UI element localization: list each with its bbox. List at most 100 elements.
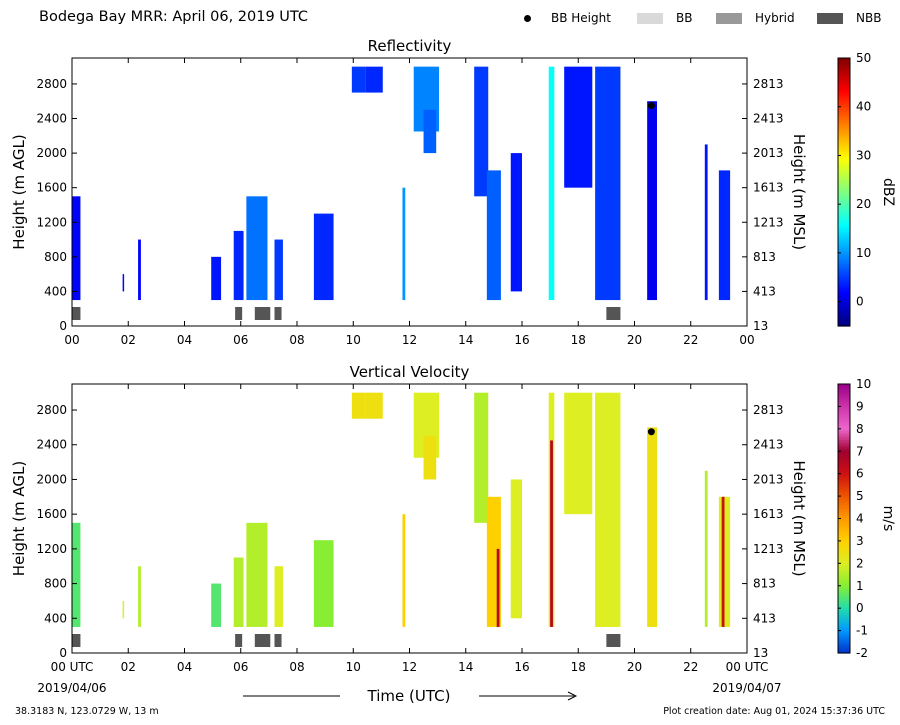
bright-band-type-marker: [72, 307, 81, 320]
colorbar-segment: [838, 592, 850, 596]
colorbar-segment: [838, 599, 850, 603]
colorbar-segment: [838, 401, 850, 405]
y-tick-label-right: 2013: [753, 472, 784, 486]
colorbar-segment: [838, 554, 850, 558]
x-tick-label: 16: [514, 333, 529, 347]
colorbar-segment: [838, 464, 850, 468]
colorbar-segment: [838, 75, 850, 79]
y-tick-label-right: 813: [753, 577, 776, 591]
start-date-label: 2019/04/06: [37, 681, 106, 695]
echo-region: [233, 557, 244, 627]
echo-region: [72, 196, 81, 301]
colorbar-segment: [838, 111, 850, 115]
colorbar-segment: [838, 310, 850, 314]
colorbar-segment: [838, 288, 850, 291]
y-tick-label: 400: [44, 284, 67, 298]
y-tick-label: 1200: [36, 215, 67, 229]
x-tick-label: 20: [627, 660, 642, 674]
colorbar-segment: [838, 446, 850, 450]
colorbar-segment: [838, 279, 850, 282]
colorbar-segment: [838, 433, 850, 437]
colorbar-segment: [838, 426, 850, 430]
colorbar-segment: [838, 149, 850, 153]
colorbar-segment: [838, 408, 850, 412]
echo-region: [313, 213, 334, 301]
colorbar-segment: [838, 241, 850, 244]
x-tick-label: 08: [289, 660, 304, 674]
colorbar-segment: [838, 308, 850, 311]
colorbar-segment: [838, 390, 850, 394]
x-tick-label: 04: [177, 660, 192, 674]
colorbar-segment: [838, 290, 850, 294]
colorbar-segment: [838, 136, 850, 139]
x-tick-label: 18: [571, 333, 586, 347]
colorbar-segment: [838, 140, 850, 144]
x-tick-label: 04: [177, 333, 192, 347]
echo-region: [496, 548, 500, 627]
colorbar-segment: [838, 256, 850, 260]
colorbar-tick-label: 10: [856, 377, 871, 391]
colorbar-segment: [838, 203, 850, 206]
colorbar-segment: [838, 419, 850, 423]
echo-region: [548, 66, 555, 301]
colorbar-tick-label: 2: [856, 556, 864, 570]
colorbar-segment: [838, 585, 850, 589]
x-tick-label: 06: [233, 660, 248, 674]
x-tick-label: 20: [627, 333, 642, 347]
colorbar-segment: [838, 145, 850, 148]
colorbar-segment: [838, 93, 850, 97]
colorbar-segment: [838, 272, 850, 276]
y-tick-label: 0: [59, 646, 67, 660]
y-tick-label-right: 2013: [753, 146, 784, 160]
colorbar-segment: [838, 410, 850, 414]
y-tick-label: 400: [44, 611, 67, 625]
colorbar-segment: [838, 500, 850, 504]
colorbar-segment: [838, 482, 850, 486]
colorbar-segment: [838, 227, 850, 231]
colorbar-tick-label: 0: [856, 295, 864, 309]
colorbar-segment: [838, 603, 850, 607]
colorbar-segment: [838, 214, 850, 218]
plot-frame: [71, 383, 748, 654]
y-tick-label: 1600: [36, 507, 67, 521]
echo-region: [402, 514, 406, 627]
colorbar-segment: [838, 451, 850, 455]
colorbar-segment: [838, 292, 850, 296]
colorbar-segment: [838, 187, 850, 191]
colorbar-segment: [838, 478, 850, 481]
echo-region: [595, 66, 621, 301]
colorbar-segment: [838, 205, 850, 209]
colorbar-segment: [838, 413, 850, 416]
colorbar-segment: [838, 133, 850, 137]
colorbar-segment: [838, 621, 850, 625]
colorbar-segment: [838, 567, 850, 571]
colorbar-segment: [838, 218, 850, 222]
x-tick-label: 10: [346, 660, 361, 674]
end-date-label: 2019/04/07: [712, 681, 781, 695]
y-tick-label: 1600: [36, 181, 67, 195]
x-tick-label: 02: [121, 333, 136, 347]
colorbar-segment: [838, 243, 850, 247]
colorbar-segment: [838, 469, 850, 473]
echo-region: [423, 436, 437, 480]
colorbar-segment: [838, 637, 850, 641]
colorbar-segment: [838, 587, 850, 591]
arrow-head-icon: [567, 691, 578, 701]
colorbar-segment: [838, 259, 850, 262]
colorbar-segment: [838, 89, 850, 93]
bb-height-point: [647, 102, 655, 110]
colorbar-segment: [838, 635, 850, 638]
colorbar-segment: [838, 80, 850, 84]
x-tick-label: 06: [233, 333, 248, 347]
colorbar-segment: [838, 514, 850, 517]
colorbar-segment: [838, 91, 850, 95]
y-tick-label-right: 2413: [753, 112, 784, 126]
hybrid-swatch-icon: [716, 12, 742, 24]
y-tick-label: 2400: [36, 438, 67, 452]
x-tick-label: 00: [739, 333, 754, 347]
colorbar-segment: [838, 180, 850, 184]
colorbar-segment: [838, 440, 850, 443]
echo-region: [274, 239, 283, 301]
bright-band-type-marker: [235, 634, 243, 647]
